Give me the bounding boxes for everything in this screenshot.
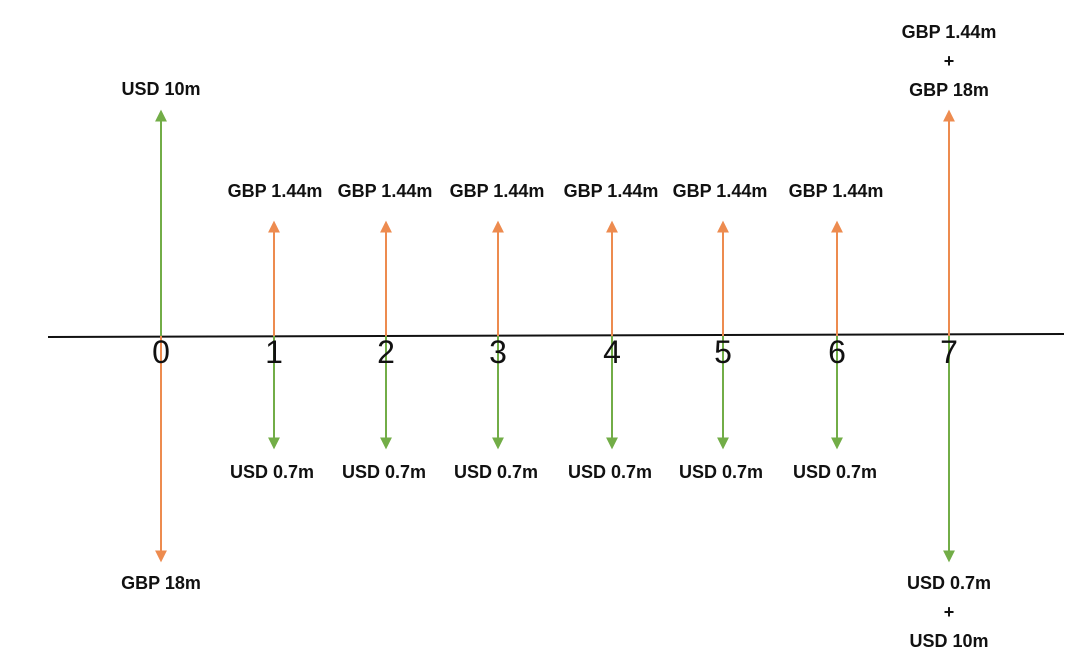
period-label-1: 1 — [265, 334, 283, 370]
cash-flow-label-up-period-2-line-0: GBP 1.44m — [338, 181, 433, 201]
timeline-axis-line — [47, 333, 1065, 338]
cash-flow-label-up-period-4-line-0: GBP 1.44m — [564, 181, 659, 201]
cash-flow-label-up-period-5-line-0: GBP 1.44m — [673, 181, 768, 201]
cash-flow-arrows — [155, 109, 955, 563]
period-label-3: 3 — [489, 334, 507, 370]
cash-flow-label-down-period-5-line-0: USD 0.7m — [679, 462, 763, 482]
cash-flow-labels: USD 10m GBP 18m GBP 1.44m USD 0.7m GBP 1.44m… — [121, 22, 996, 651]
cash-flow-label-down-period-6-line-0: USD 0.7m — [793, 462, 877, 482]
cash-flow-label-down-period-2-line-0: USD 0.7m — [342, 462, 426, 482]
period-label-0: 0 — [152, 334, 170, 370]
cash-flow-label-up-period-7-line-2: GBP 18m — [909, 80, 989, 100]
period-label-4: 4 — [603, 334, 621, 370]
cash-flow-label-down-period-4-line-0: USD 0.7m — [568, 462, 652, 482]
cash-flow-label-down-period-3-line-0: USD 0.7m — [454, 462, 538, 482]
period-label-5: 5 — [714, 334, 732, 370]
cash-flow-label-up-period-7-line-1: + — [944, 51, 955, 71]
period-label-6: 6 — [828, 334, 846, 370]
cash-flow-label-down-period-7-line-0: USD 0.7m — [907, 573, 991, 593]
cash-flow-label-down-period-7-line-1: + — [944, 602, 955, 622]
period-label-2: 2 — [377, 334, 395, 370]
cash-flow-label-up-period-3-line-0: GBP 1.44m — [450, 181, 545, 201]
cash-flow-label-down-period-0-line-0: GBP 18m — [121, 573, 201, 593]
timeline-axis-group — [47, 333, 1065, 338]
cash-flow-label-down-period-7-line-2: USD 10m — [909, 631, 988, 651]
period-label-7: 7 — [940, 334, 958, 370]
cash-flow-label-down-period-1-line-0: USD 0.7m — [230, 462, 314, 482]
cash-flow-label-up-period-0-line-0: USD 10m — [121, 79, 200, 99]
cash-flow-label-up-period-6-line-0: GBP 1.44m — [789, 181, 884, 201]
cash-flow-label-up-period-7-line-0: GBP 1.44m — [902, 22, 997, 42]
cash-flow-label-up-period-1-line-0: GBP 1.44m — [228, 181, 323, 201]
